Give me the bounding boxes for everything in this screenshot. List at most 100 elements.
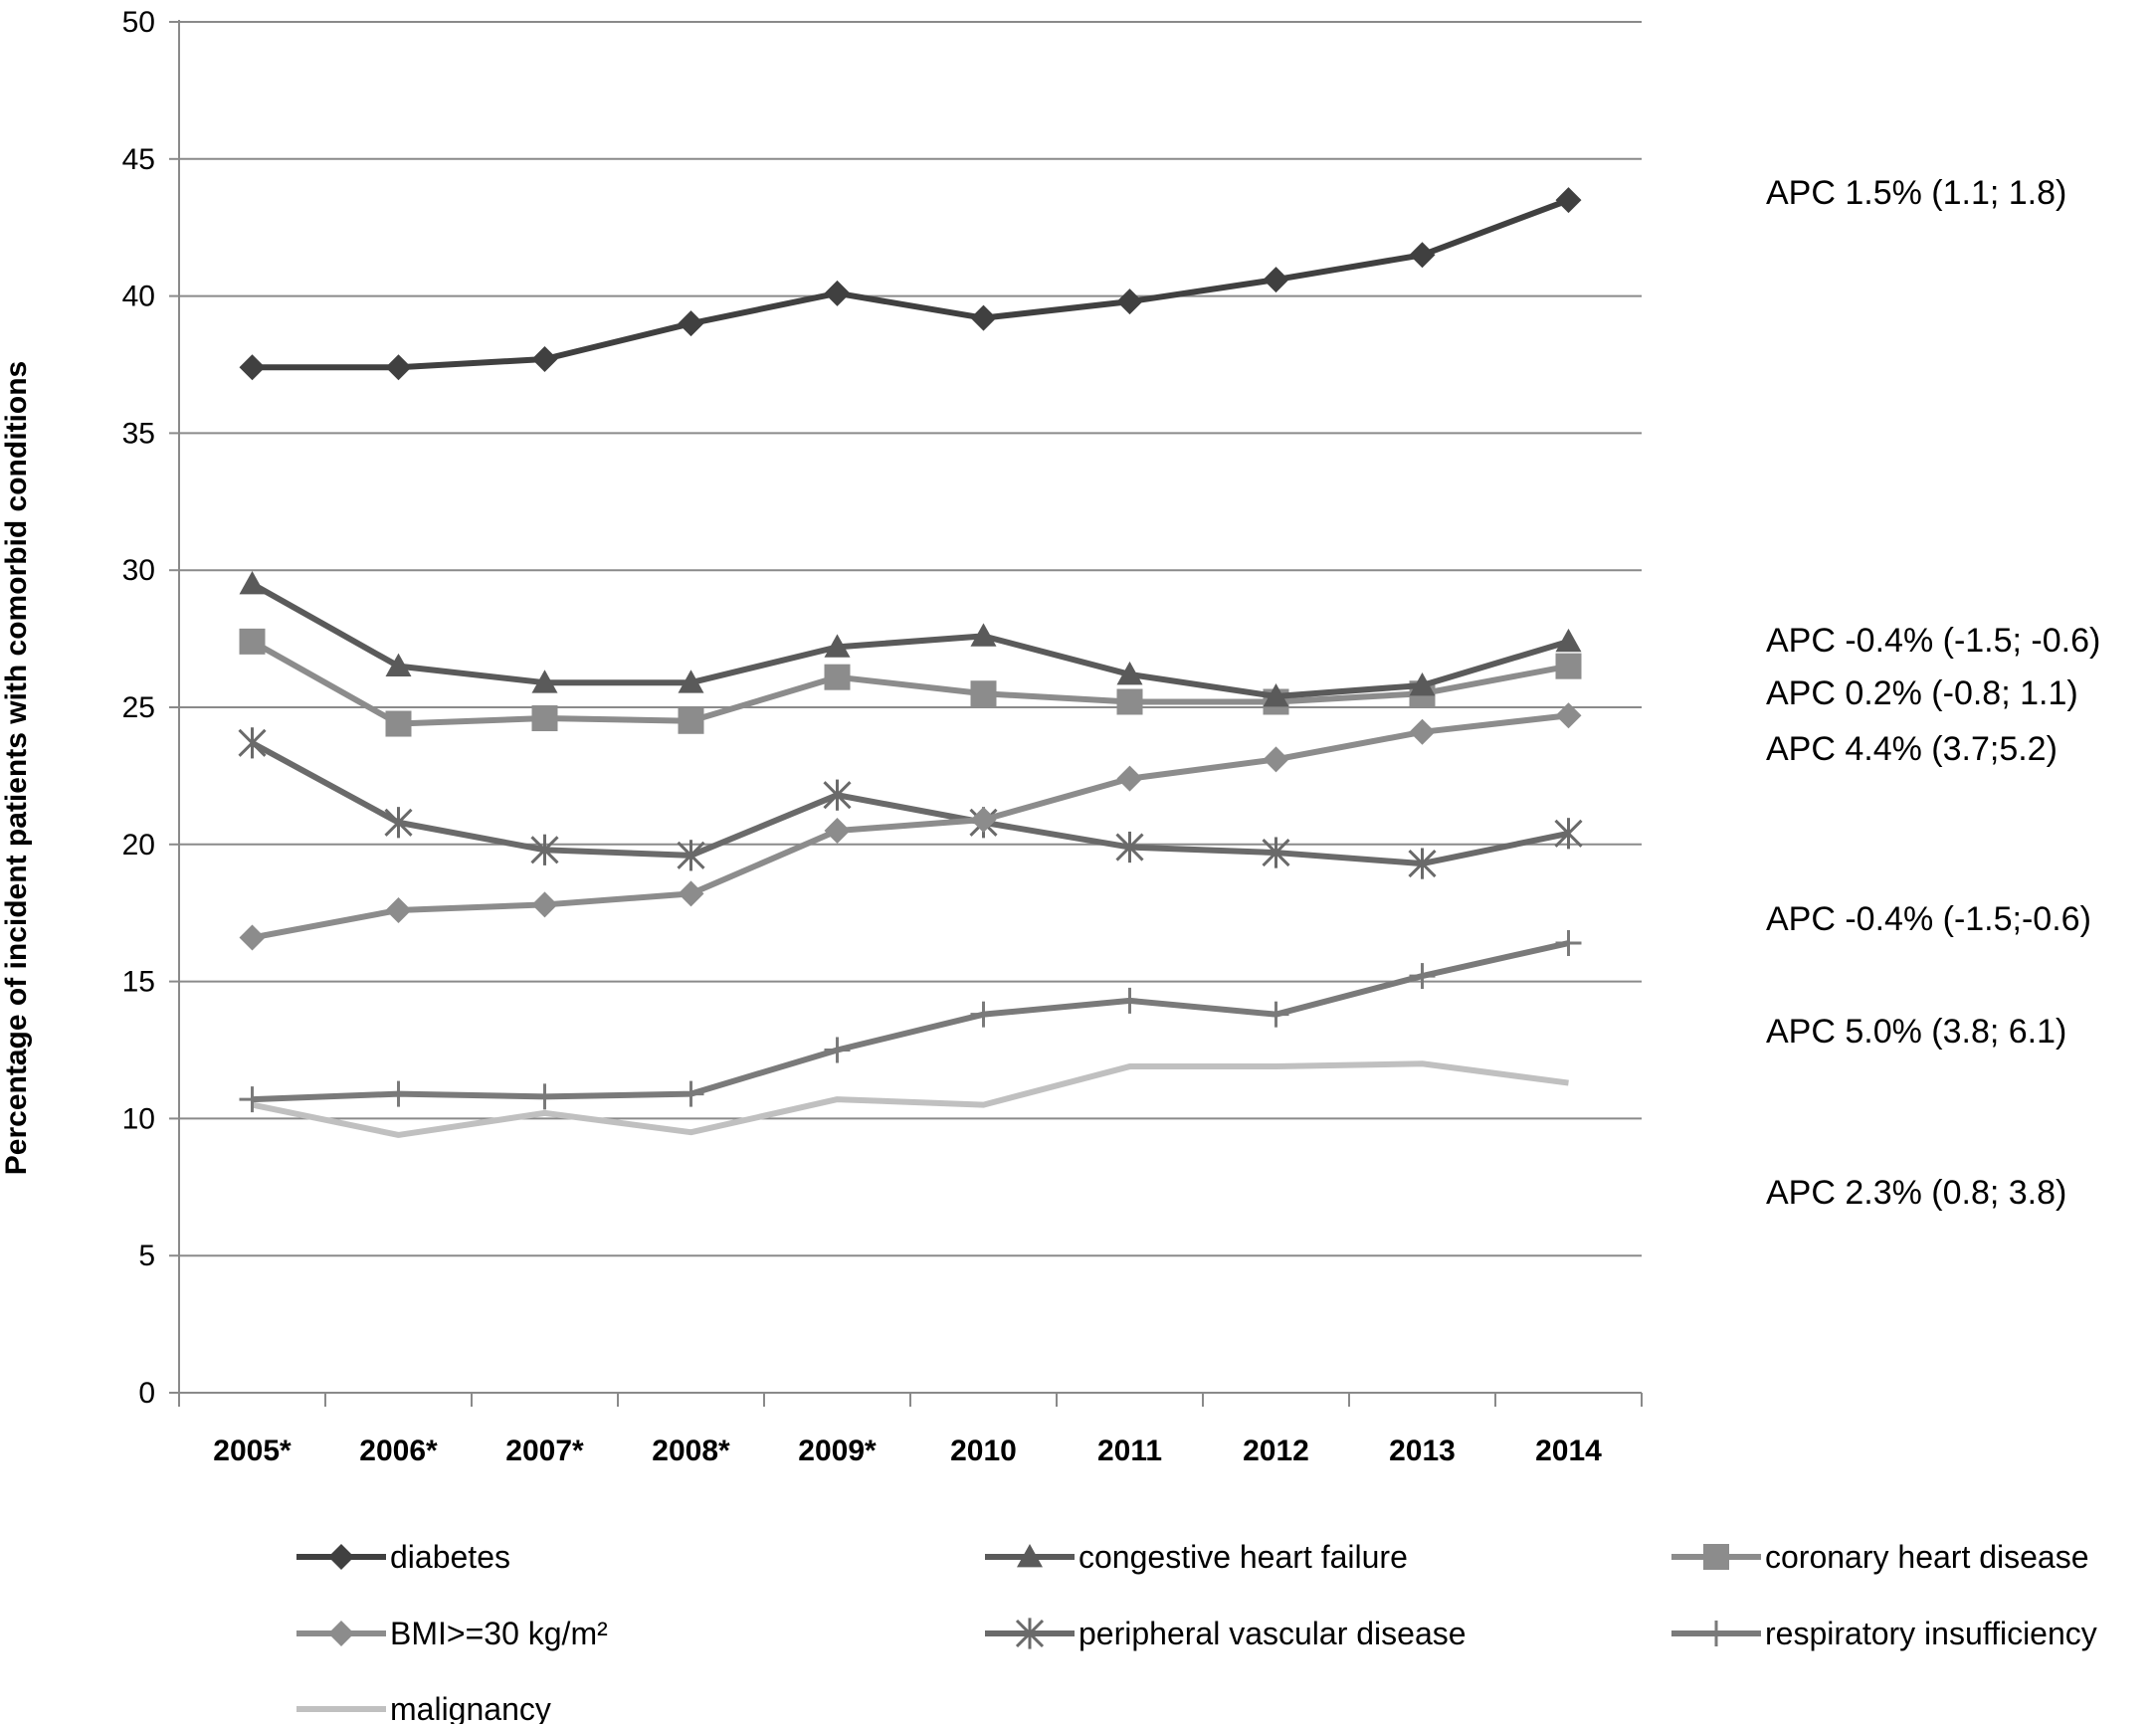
legend-item-congestive-heart-failure: congestive heart failure <box>985 1539 1408 1575</box>
data-point-bmi-30-kg-m-2012 <box>1263 746 1289 773</box>
legend-item-respiratory-insufficiency: respiratory insufficiency <box>1671 1616 2097 1651</box>
data-point-diabetes-2005 <box>239 354 266 381</box>
y-tick-label-25: 25 <box>122 691 155 724</box>
x-tick-label-2005: 2005* <box>213 1435 292 1467</box>
data-point-diabetes-2008 <box>678 310 704 337</box>
data-point-congestive-heart-failure-2014 <box>1555 628 1582 653</box>
y-tick-label-10: 10 <box>122 1102 155 1135</box>
data-point-peripheral-vascular-disease-2005 <box>238 727 267 759</box>
series-bmi-30-kg-m <box>239 702 1582 951</box>
data-point-coronary-heart-disease-2008 <box>678 707 704 734</box>
y-axis-label: Percentage of incident patients with com… <box>0 361 33 1175</box>
data-point-coronary-heart-disease-2010 <box>970 680 997 707</box>
series-lines <box>238 187 1583 1138</box>
series-line-malignancy <box>251 1060 1569 1138</box>
series-line-bmi-30-kg-m <box>251 712 1569 941</box>
annotation-apc-1: APC -0.4% (-1.5; -0.6) <box>1766 622 2100 660</box>
y-tick-label-0: 0 <box>138 1377 155 1410</box>
apc-annotations: APC 1.5% (1.1; 1.8) APC -0.4% (-1.5; -0.6… <box>1766 174 2100 1212</box>
annotation-apc-0: APC 1.5% (1.1; 1.8) <box>1766 174 2066 212</box>
series-line-peripheral-vascular-disease <box>251 740 1570 867</box>
y-tick-label-45: 45 <box>122 143 155 176</box>
data-point-coronary-heart-disease-2006 <box>385 710 412 737</box>
series-congestive-heart-failure <box>239 570 1582 707</box>
series-line-coronary-heart-disease <box>251 639 1570 727</box>
data-point-respiratory-insufficiency-2011 <box>1116 987 1143 1014</box>
series-coronary-heart-disease <box>239 628 1582 737</box>
series-diabetes <box>239 187 1582 381</box>
annotation-apc-4: APC -0.4% (-1.5;-0.6) <box>1766 900 2091 938</box>
legend: diabetes congestive heart failure coronary… <box>296 1539 2097 1724</box>
data-point-diabetes-2012 <box>1263 267 1289 293</box>
annotation-apc-5: APC 5.0% (3.8; 6.1) <box>1766 1013 2066 1051</box>
legend-marker-triangle <box>1017 1544 1043 1568</box>
data-point-bmi-30-kg-m-2006 <box>385 896 412 923</box>
data-point-diabetes-2007 <box>531 345 558 372</box>
legend-label: coronary heart disease <box>1765 1539 2089 1575</box>
data-point-diabetes-2006 <box>385 354 412 381</box>
series-respiratory-insufficiency <box>239 930 1582 1113</box>
data-point-coronary-heart-disease-2014 <box>1555 653 1582 679</box>
legend-item-malignancy: malignancy <box>296 1691 551 1724</box>
data-point-congestive-heart-failure-2013 <box>1409 671 1436 696</box>
y-tick-label-35: 35 <box>122 417 155 450</box>
data-point-respiratory-insufficiency-2008 <box>678 1080 704 1107</box>
data-point-congestive-heart-failure-2012 <box>1263 682 1289 707</box>
data-point-bmi-30-kg-m-2014 <box>1555 702 1582 729</box>
legend-label: congestive heart failure <box>1078 1539 1408 1575</box>
data-point-peripheral-vascular-disease-2012 <box>1262 837 1290 868</box>
legend-label: peripheral vascular disease <box>1078 1616 1467 1651</box>
data-point-congestive-heart-failure-2011 <box>1116 661 1143 685</box>
series-peripheral-vascular-disease <box>238 727 1583 879</box>
y-tick-label-30: 30 <box>122 554 155 587</box>
data-point-congestive-heart-failure-2006 <box>385 653 412 677</box>
legend-marker-plus <box>1703 1621 1729 1646</box>
data-point-bmi-30-kg-m-2005 <box>239 924 266 951</box>
legend-label: diabetes <box>390 1539 510 1575</box>
legend-item-diabetes: diabetes <box>296 1539 510 1575</box>
legend-label: malignancy <box>390 1691 551 1724</box>
data-point-congestive-heart-failure-2007 <box>531 670 558 693</box>
data-point-coronary-heart-disease-2009 <box>824 664 851 690</box>
x-tick-label-2006: 2006* <box>359 1435 438 1467</box>
data-point-respiratory-insufficiency-2006 <box>385 1080 412 1107</box>
annotation-apc-2: APC 0.2% (-0.8; 1.1) <box>1766 674 2078 712</box>
data-point-bmi-30-kg-m-2008 <box>678 880 704 907</box>
x-tick-label-2012: 2012 <box>1243 1435 1309 1467</box>
axes <box>169 20 1643 1407</box>
series-line-congestive-heart-failure <box>251 581 1570 699</box>
data-point-diabetes-2011 <box>1116 288 1143 315</box>
x-tick-label-2009: 2009* <box>798 1435 877 1467</box>
data-point-bmi-30-kg-m-2013 <box>1409 718 1436 745</box>
x-tick-label-2013: 2013 <box>1389 1435 1456 1467</box>
series-line-diabetes <box>252 197 1570 371</box>
legend-item-peripheral-vascular-disease: peripheral vascular disease <box>985 1616 1467 1651</box>
y-tick-label-40: 40 <box>122 281 155 313</box>
data-point-congestive-heart-failure-2009 <box>824 634 851 658</box>
legend-item-coronary-heart-disease: coronary heart disease <box>1671 1539 2089 1575</box>
data-point-bmi-30-kg-m-2007 <box>531 891 558 918</box>
legend-item-bmi-30-kg-m: BMI>=30 kg/m² <box>296 1616 608 1651</box>
data-point-respiratory-insufficiency-2014 <box>1555 930 1582 957</box>
legend-marker-square <box>1703 1544 1729 1570</box>
annotation-apc-6: APC 2.3% (0.8; 3.8) <box>1766 1174 2066 1212</box>
legend-label: BMI>=30 kg/m² <box>390 1616 608 1651</box>
data-point-diabetes-2009 <box>824 280 851 306</box>
x-tick-label-2008: 2008* <box>652 1435 730 1467</box>
x-tick-label-2011: 2011 <box>1097 1435 1162 1467</box>
annotation-apc-3: APC 4.4% (3.7;5.2) <box>1766 730 2058 768</box>
legend-marker-diamond <box>328 1544 354 1570</box>
data-point-respiratory-insufficiency-2007 <box>531 1083 558 1110</box>
data-point-peripheral-vascular-disease-2008 <box>677 840 705 871</box>
x-tick-label-2014: 2014 <box>1535 1435 1602 1467</box>
data-point-peripheral-vascular-disease-2013 <box>1408 848 1437 879</box>
legend-marker-diamond <box>328 1621 354 1646</box>
data-point-peripheral-vascular-disease-2011 <box>1115 831 1144 863</box>
data-point-respiratory-insufficiency-2005 <box>239 1086 266 1113</box>
data-point-coronary-heart-disease-2007 <box>531 705 558 732</box>
x-tick-label-2010: 2010 <box>950 1435 1017 1467</box>
data-point-congestive-heart-failure-2010 <box>970 623 997 647</box>
gridlines <box>179 21 1642 1257</box>
data-point-respiratory-insufficiency-2009 <box>824 1037 851 1063</box>
